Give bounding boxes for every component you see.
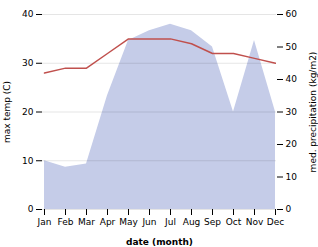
svg-text:30: 30 xyxy=(22,58,34,68)
svg-text:10: 10 xyxy=(286,172,298,182)
svg-text:max temp (C): max temp (C) xyxy=(2,81,12,143)
svg-text:Mar: Mar xyxy=(78,217,95,227)
svg-text:med. precipitation (kg/m2): med. precipitation (kg/m2) xyxy=(308,52,318,173)
svg-text:Jun: Jun xyxy=(141,217,156,227)
svg-text:40: 40 xyxy=(22,9,34,19)
svg-text:Jul: Jul xyxy=(164,217,176,227)
svg-text:60: 60 xyxy=(286,9,298,19)
svg-text:Jan: Jan xyxy=(37,217,52,227)
svg-text:50: 50 xyxy=(286,42,298,52)
svg-text:Oct: Oct xyxy=(226,217,242,227)
svg-text:20: 20 xyxy=(22,107,34,117)
svg-text:Nov: Nov xyxy=(246,217,264,227)
svg-text:date (month): date (month) xyxy=(126,237,193,247)
svg-text:May: May xyxy=(119,217,138,227)
svg-text:Sep: Sep xyxy=(204,217,221,227)
svg-text:40: 40 xyxy=(286,74,298,84)
svg-text:Aug: Aug xyxy=(183,217,201,227)
svg-text:Dec: Dec xyxy=(267,217,284,227)
svg-text:20: 20 xyxy=(286,139,298,149)
svg-text:Apr: Apr xyxy=(100,217,116,227)
svg-text:0: 0 xyxy=(28,204,34,214)
svg-text:Feb: Feb xyxy=(58,217,74,227)
svg-text:10: 10 xyxy=(22,156,34,166)
svg-text:30: 30 xyxy=(286,107,298,117)
svg-text:0: 0 xyxy=(286,204,292,214)
